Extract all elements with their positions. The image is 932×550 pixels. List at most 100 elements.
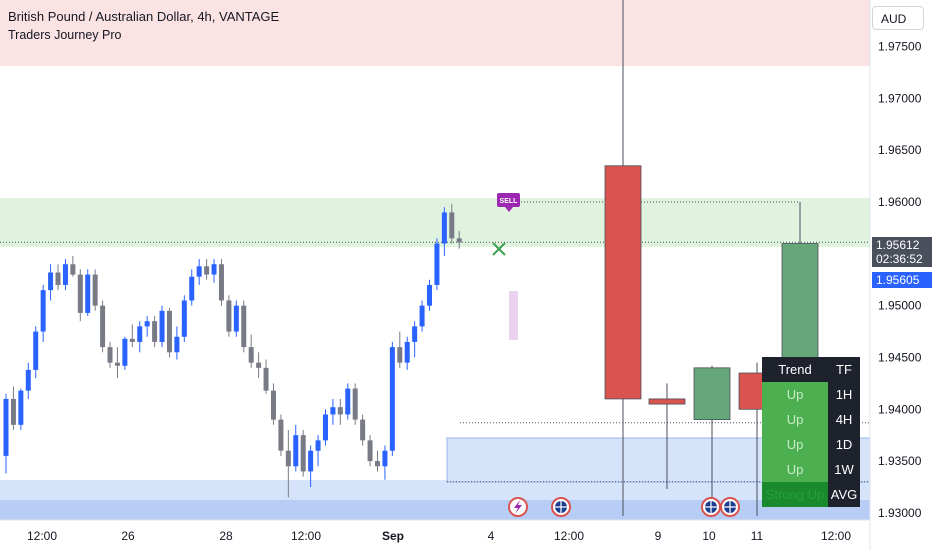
x-tick-label: 12:00	[554, 529, 584, 543]
support-zone-base	[0, 500, 870, 520]
bid-price-tag: 1.95605	[872, 272, 932, 288]
candle	[308, 450, 314, 472]
trend-table: Trend TF Up 1H Up 4H Up 1D Up 1W Strong …	[762, 357, 860, 507]
trend-row-avg: Strong Up AVG	[762, 482, 860, 507]
candle	[122, 338, 128, 366]
htf-candle	[604, 165, 642, 400]
y-tick-label: 1.94000	[878, 402, 922, 416]
y-tick-label: 1.97500	[878, 40, 922, 54]
trend-row: Up 1D	[762, 432, 860, 457]
candle	[226, 300, 232, 332]
candle	[189, 276, 195, 301]
sell-label: SELL	[497, 193, 520, 212]
candle	[144, 321, 150, 327]
candle	[256, 362, 262, 368]
candle	[367, 440, 373, 462]
candle	[114, 362, 120, 366]
candle	[397, 347, 403, 363]
last-price-value: 1.95612	[876, 238, 920, 252]
y-tick-label: 1.97000	[878, 91, 922, 105]
candle	[360, 419, 366, 441]
x-tick-label: 9	[655, 529, 662, 543]
chart-title: British Pound / Australian Dollar, 4h, V…	[8, 9, 280, 24]
candle	[33, 331, 39, 370]
candle	[412, 326, 418, 342]
candle	[3, 398, 9, 456]
tf-value: 4H	[828, 407, 860, 432]
candle	[375, 461, 380, 467]
y-tick-label: 1.95000	[878, 299, 922, 313]
candle	[196, 266, 202, 277]
candle	[300, 435, 306, 472]
cross-icon	[492, 242, 506, 256]
lightning-bolt	[514, 500, 522, 514]
candle	[204, 266, 210, 275]
candle	[330, 407, 336, 415]
candle	[345, 388, 351, 415]
currency-button[interactable]: AUD	[872, 6, 924, 30]
tf-value: 1H	[828, 382, 860, 407]
candle	[337, 407, 343, 415]
candle	[441, 212, 447, 244]
candle	[137, 326, 143, 342]
x-tick-label: 12:00	[291, 529, 321, 543]
candle	[48, 272, 54, 291]
trend-row: Up 1H	[762, 382, 860, 407]
x-tick-label: 11	[751, 529, 764, 543]
trend-value: Strong Up	[762, 482, 828, 507]
demand-zone	[0, 198, 870, 247]
candle	[211, 264, 217, 275]
candle	[181, 300, 187, 337]
trend-value: Up	[762, 432, 828, 457]
trend-value: Up	[762, 382, 828, 407]
x-tick-label: 26	[121, 529, 135, 543]
candle	[18, 390, 24, 425]
y-tick-label: 1.96500	[878, 143, 922, 157]
x-tick-label: 28	[219, 529, 233, 543]
y-tick-label: 1.96000	[878, 195, 922, 209]
candle	[40, 290, 46, 332]
candle	[174, 336, 180, 353]
tf-value: AVG	[828, 482, 860, 507]
support-zone-low	[0, 480, 870, 500]
australia-flag-icon-cross	[555, 501, 567, 513]
supply-zone	[0, 0, 870, 66]
y-tick-label: 1.93500	[878, 454, 922, 468]
htf-candle	[781, 243, 819, 369]
trend-table-header: Trend TF	[762, 357, 860, 382]
sell-label-text: SELL	[500, 198, 519, 205]
candle	[382, 450, 388, 467]
candle	[315, 440, 321, 451]
candle	[456, 238, 462, 243]
htf-candle	[648, 398, 686, 405]
candle	[434, 243, 440, 285]
candle	[233, 305, 239, 332]
signal-marker	[509, 291, 518, 340]
trend-row: Up 1W	[762, 457, 860, 482]
time-axis	[0, 520, 870, 550]
candle	[100, 305, 106, 348]
candle	[25, 369, 31, 391]
last-price-tag: 1.95612 02:36:52	[872, 237, 932, 267]
candle	[10, 398, 16, 425]
candle	[152, 321, 158, 342]
candle	[285, 450, 291, 467]
candle	[248, 347, 254, 363]
candle	[166, 310, 172, 353]
candle	[389, 347, 395, 451]
candle	[129, 338, 135, 342]
candle	[77, 274, 83, 313]
candle	[419, 305, 425, 327]
candle	[70, 264, 76, 275]
tf-value: 1W	[828, 457, 860, 482]
candle	[278, 419, 284, 451]
trend-header: Trend	[762, 357, 828, 382]
candle	[85, 274, 91, 313]
x-tick-label: 4	[488, 529, 495, 543]
x-tick-label: 12:00	[27, 529, 57, 543]
candle	[107, 347, 113, 363]
trend-row: Up 4H	[762, 407, 860, 432]
lightning-event-icon	[508, 497, 528, 517]
indicator-name[interactable]: Traders Journey Pro	[8, 28, 122, 42]
